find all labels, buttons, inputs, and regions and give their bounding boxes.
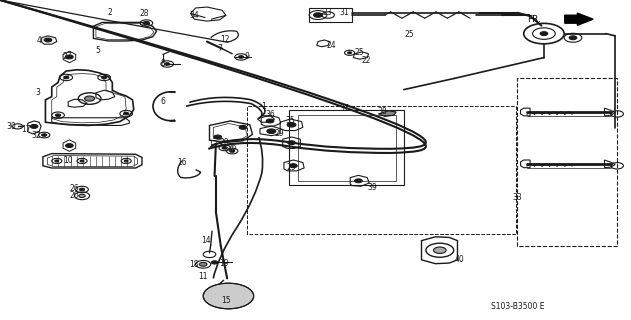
- Circle shape: [239, 56, 244, 58]
- FancyArrow shape: [565, 13, 593, 25]
- Circle shape: [85, 96, 95, 101]
- Text: 40: 40: [454, 255, 464, 264]
- Circle shape: [569, 36, 577, 40]
- Text: 26: 26: [227, 143, 237, 152]
- Text: 4: 4: [37, 36, 42, 45]
- Circle shape: [222, 147, 227, 149]
- Circle shape: [124, 160, 128, 162]
- Circle shape: [214, 135, 221, 139]
- Text: 11: 11: [198, 272, 208, 281]
- Text: 10: 10: [63, 156, 73, 165]
- Text: 34: 34: [189, 12, 199, 20]
- Text: 31: 31: [339, 8, 349, 17]
- Text: 19: 19: [219, 259, 229, 268]
- Text: 18: 18: [189, 260, 199, 269]
- Text: 15: 15: [221, 296, 231, 305]
- Text: 25: 25: [404, 30, 414, 39]
- Text: FR.: FR.: [528, 15, 541, 24]
- Circle shape: [80, 188, 85, 191]
- Text: 37: 37: [339, 104, 350, 113]
- Text: 2: 2: [107, 8, 112, 17]
- Circle shape: [66, 55, 73, 59]
- Circle shape: [348, 52, 351, 54]
- Text: 3: 3: [35, 88, 40, 97]
- Text: 14: 14: [201, 236, 211, 245]
- Text: 20: 20: [219, 138, 229, 147]
- Text: 39: 39: [367, 183, 377, 192]
- Circle shape: [433, 247, 446, 253]
- Text: 20: 20: [69, 191, 80, 200]
- Text: 32: 32: [32, 131, 42, 140]
- Text: 29: 29: [286, 164, 297, 172]
- Text: 12: 12: [220, 35, 230, 44]
- Text: 7: 7: [217, 44, 222, 53]
- Text: 30: 30: [6, 122, 16, 131]
- Circle shape: [56, 114, 61, 116]
- Circle shape: [199, 262, 207, 266]
- Text: 26: 26: [69, 184, 80, 193]
- Text: 36: 36: [265, 110, 275, 119]
- Circle shape: [64, 76, 69, 79]
- Circle shape: [30, 124, 38, 128]
- Circle shape: [66, 144, 73, 148]
- Circle shape: [287, 123, 296, 127]
- Circle shape: [55, 160, 59, 162]
- Text: 28: 28: [139, 9, 149, 18]
- Circle shape: [267, 129, 276, 133]
- Circle shape: [79, 194, 85, 197]
- Circle shape: [211, 261, 218, 264]
- Circle shape: [540, 32, 548, 36]
- Text: 27: 27: [62, 52, 72, 61]
- Circle shape: [314, 13, 322, 17]
- Circle shape: [42, 134, 47, 136]
- Text: 24: 24: [326, 41, 336, 50]
- Circle shape: [230, 150, 235, 152]
- Text: 9: 9: [245, 52, 250, 61]
- Text: 6: 6: [160, 97, 165, 106]
- Circle shape: [80, 160, 84, 162]
- Text: 13: 13: [208, 140, 218, 149]
- Text: 5: 5: [95, 46, 100, 55]
- Text: 35: 35: [285, 116, 295, 125]
- Text: 29: 29: [274, 129, 284, 138]
- Circle shape: [165, 63, 170, 65]
- Circle shape: [124, 112, 129, 115]
- Circle shape: [44, 38, 52, 42]
- Circle shape: [203, 283, 254, 309]
- Circle shape: [288, 141, 295, 145]
- Text: 33: 33: [512, 193, 522, 202]
- Text: 25: 25: [355, 48, 365, 57]
- Circle shape: [102, 76, 107, 79]
- Circle shape: [239, 125, 247, 129]
- Text: 17: 17: [21, 125, 32, 134]
- Text: 1: 1: [261, 102, 266, 111]
- Text: S103-B3500 E: S103-B3500 E: [491, 302, 544, 311]
- Circle shape: [290, 164, 297, 168]
- Text: 16: 16: [177, 158, 187, 167]
- Circle shape: [266, 119, 274, 123]
- Text: 8: 8: [160, 59, 165, 68]
- Text: 38: 38: [377, 107, 387, 116]
- Polygon shape: [379, 111, 396, 116]
- Circle shape: [355, 179, 362, 183]
- Text: 23: 23: [322, 8, 332, 17]
- Circle shape: [143, 21, 150, 25]
- Text: 22: 22: [362, 56, 372, 65]
